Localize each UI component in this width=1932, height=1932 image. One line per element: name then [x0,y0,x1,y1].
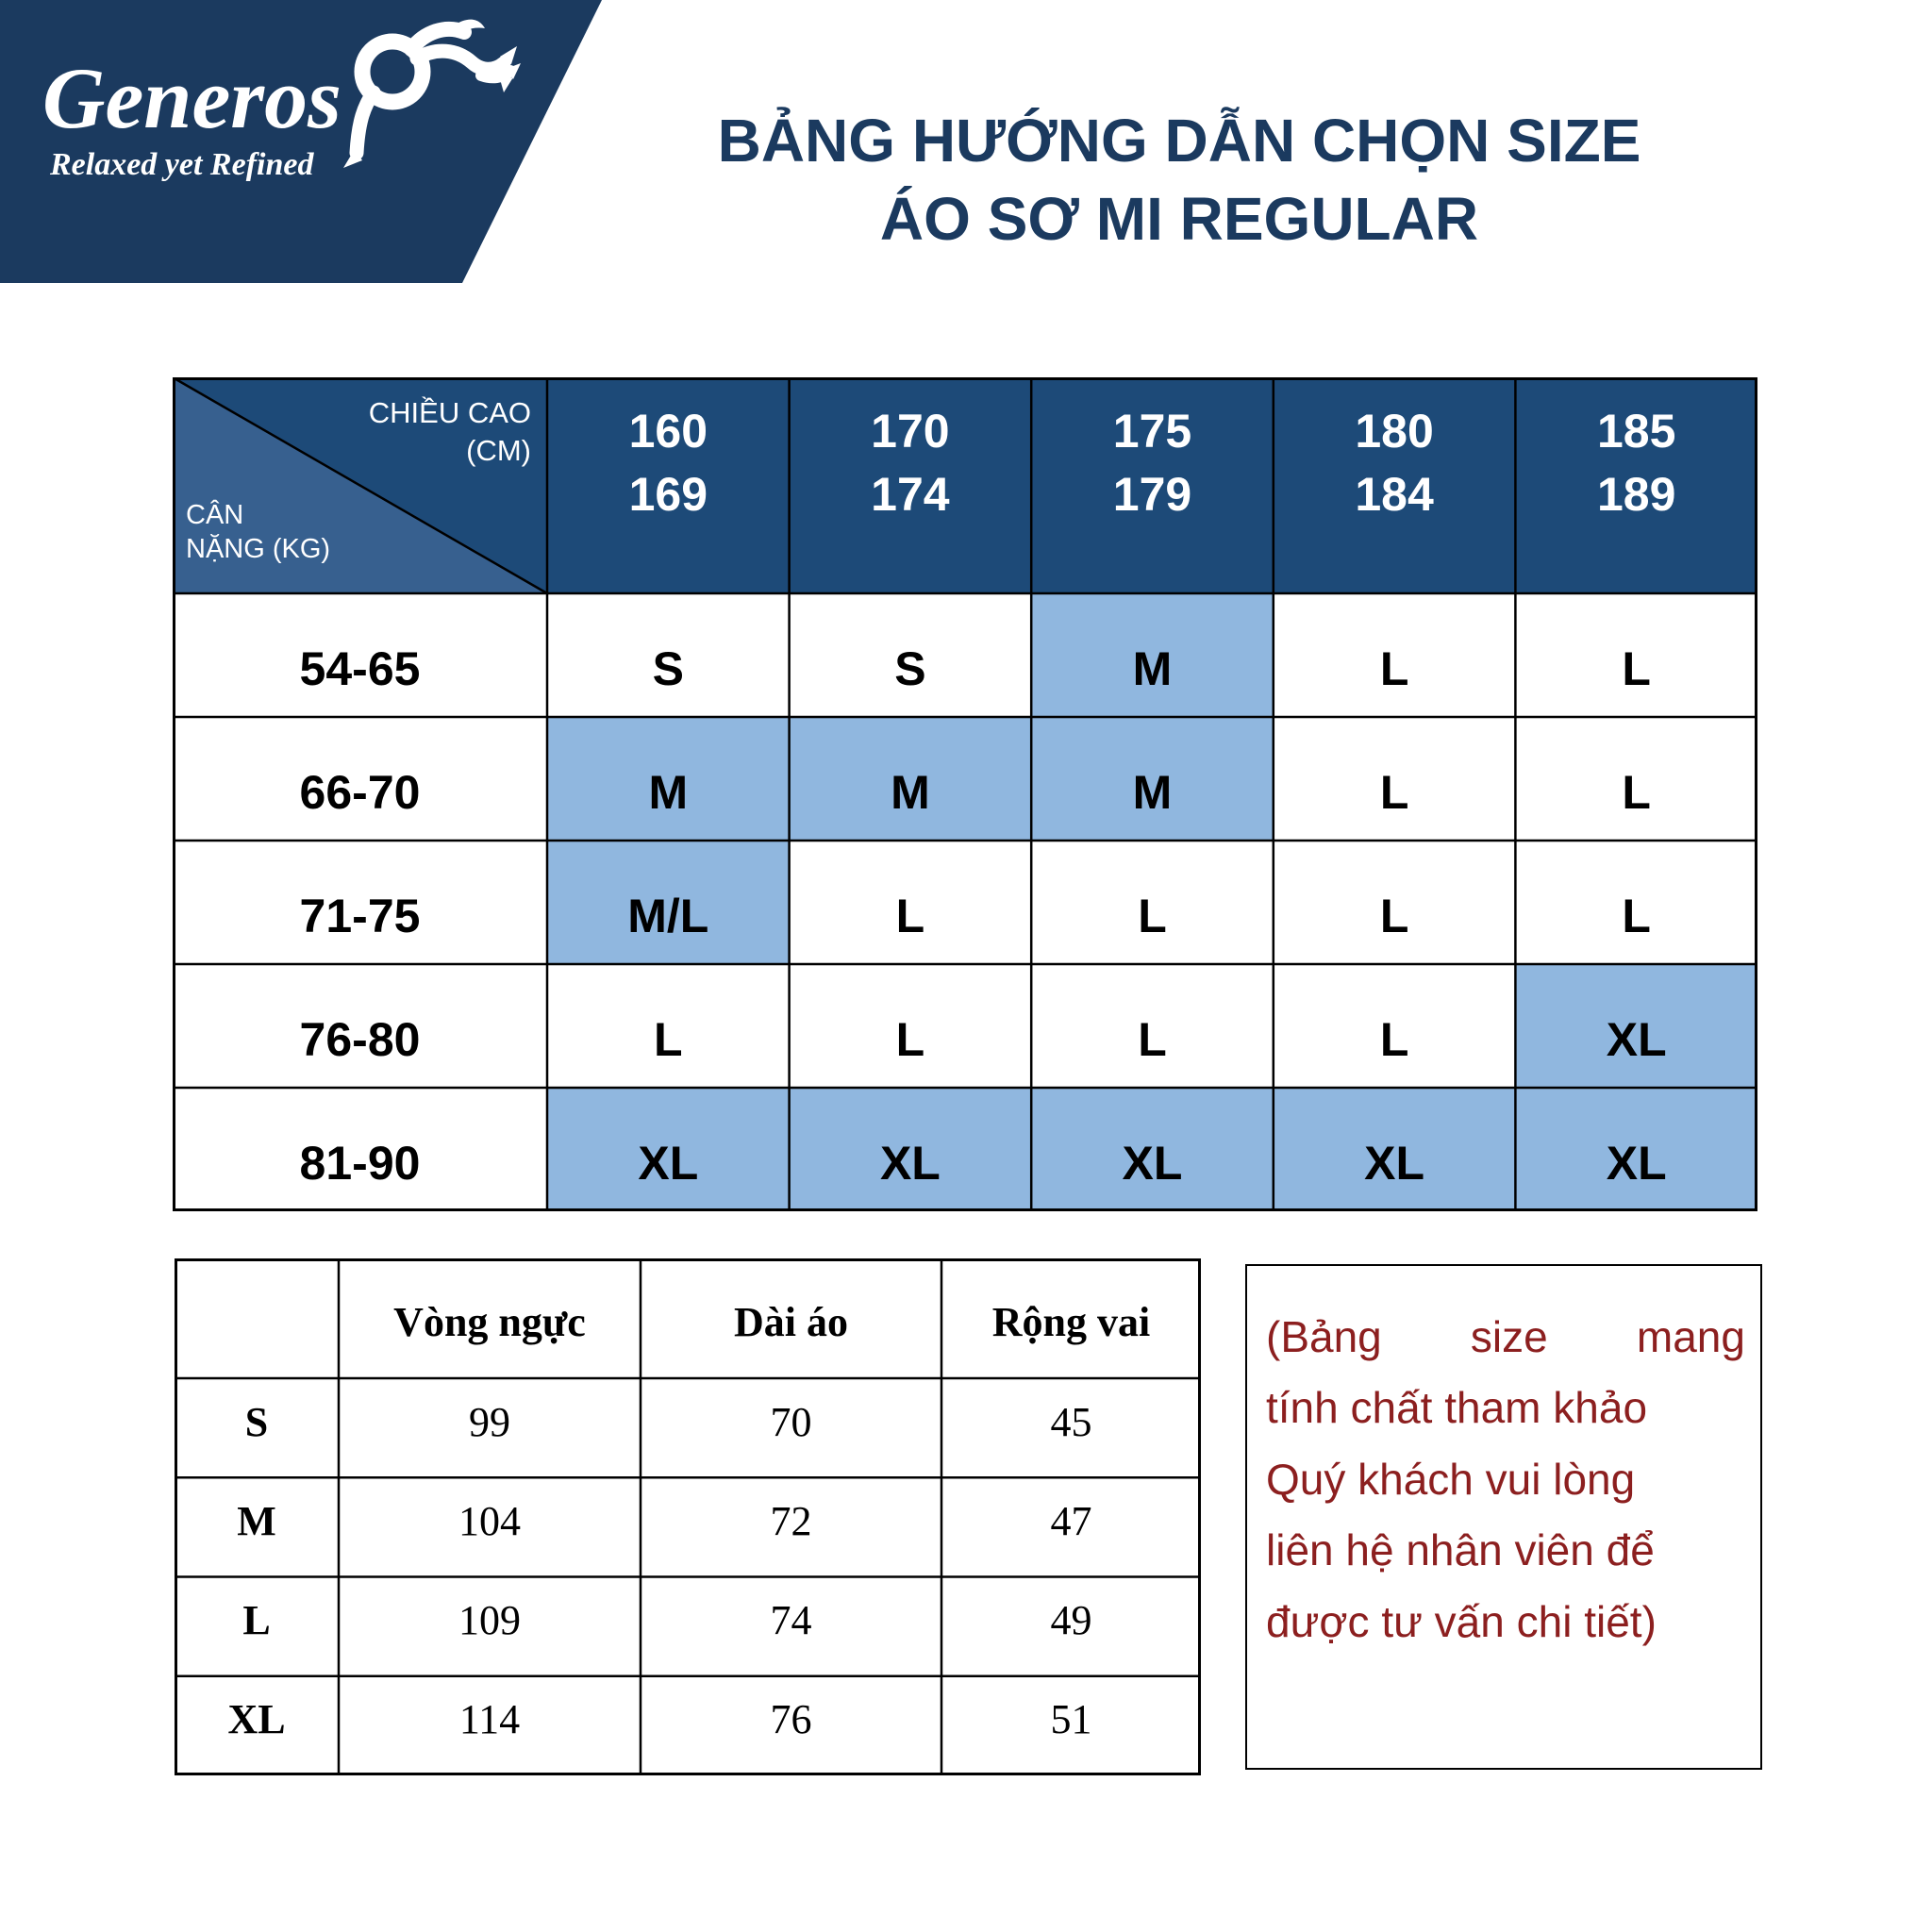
svg-text:Relaxed yet Refined: Relaxed yet Refined [49,147,314,182]
svg-text:Generos: Generos [42,50,341,146]
